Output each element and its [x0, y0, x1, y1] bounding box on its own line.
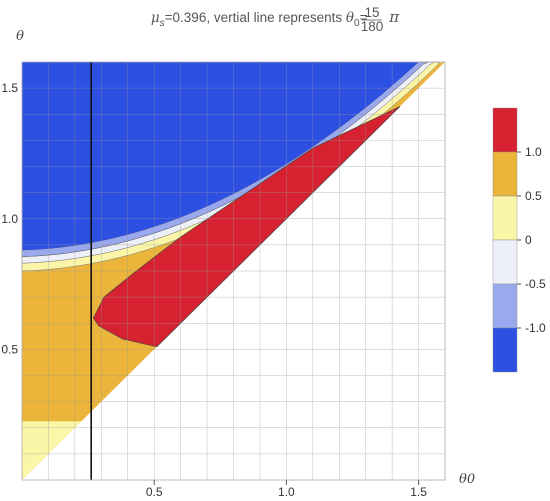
x-tick-label: 0.5 — [146, 485, 163, 499]
grid-lines — [22, 62, 445, 480]
legend-swatch — [492, 283, 518, 329]
plot-frame — [21, 61, 446, 481]
legend-swatch — [492, 327, 518, 373]
y-axis-label: θ — [16, 29, 24, 44]
axes: 0.5 1.0 1.5 0.5 1.0 1.5 θ0 θ — [1, 29, 475, 499]
svg-text:μs=0.396, vertial line represe: μs=0.396, vertial line represents θ0= π — [151, 8, 400, 29]
title-frac-num: 15 — [364, 5, 379, 20]
x-tick-label: 1.0 — [278, 485, 295, 499]
y-tick-label: 1.5 — [1, 81, 18, 95]
title-mu-value: =0.396, vertial line represents — [165, 10, 346, 25]
chart-title-svg: μs=0.396, vertial line represents θ0= π … — [151, 5, 400, 34]
x-axis-label: θ0 — [459, 472, 475, 487]
title-pi: π — [388, 8, 400, 26]
legend: 1.0 0.5 0 -0.5 -1.0 — [492, 107, 546, 373]
legend-swatch — [492, 151, 518, 197]
legend-swatch — [492, 107, 518, 153]
title-equals: = — [360, 10, 368, 25]
title-mu-symbol: μ — [151, 10, 160, 26]
legend-label: 0 — [525, 233, 532, 247]
y-tick-label: 1.0 — [1, 212, 18, 226]
legend-label: 0.5 — [525, 189, 542, 203]
legend-label: -0.5 — [525, 277, 546, 291]
title-theta-symbol: θ — [346, 10, 354, 26]
region-yellow-origin — [22, 421, 82, 480]
legend-label: -1.0 — [525, 321, 546, 335]
legend-swatch — [492, 239, 518, 285]
title-frac-den: 180 — [361, 19, 384, 34]
x-tick-label: 1.5 — [410, 485, 427, 499]
title-theta-subscript: 0 — [354, 18, 360, 29]
y-tick-label: 0.5 — [1, 342, 18, 356]
title-mu-subscript: s — [160, 18, 165, 29]
legend-label: 1.0 — [525, 145, 542, 159]
chart-title: μs=0.396, vertial line represents θ0= π … — [0, 4, 550, 36]
region-blue — [22, 62, 419, 251]
legend-swatch — [492, 195, 518, 241]
